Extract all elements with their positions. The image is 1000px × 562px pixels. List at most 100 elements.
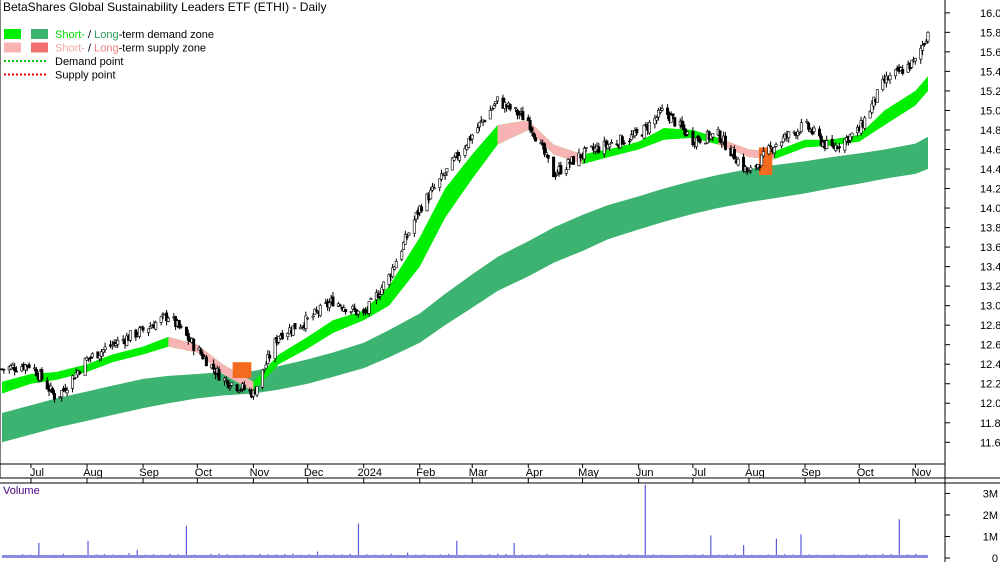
candle-body [331,296,335,307]
candle-body [311,315,315,318]
candle-body [922,43,926,46]
candle-body [192,339,196,351]
candle-body [830,138,834,147]
legend-label-part: -term demand zone [119,29,214,41]
candle-body [414,212,418,220]
candle-body [546,154,550,159]
y-tick-label: 14.8 [980,125,1000,137]
candle-body [526,117,530,121]
y-tick-label: 14.0 [980,203,1000,215]
legend-label-part: / [85,43,94,55]
short-term-supply-zone [497,120,583,165]
candle-body [116,340,120,345]
candle-body [528,119,532,131]
candle-body [622,142,626,145]
candle-body [264,364,268,369]
legend-label-part: Long [94,29,118,41]
candle-body [682,124,686,131]
candle-body [787,131,791,139]
candle-body [694,137,698,148]
y-tick-label: 12.8 [980,320,1000,332]
candle-body [382,281,386,290]
candle-body [367,301,371,314]
candle-body [166,317,170,322]
candle-body [680,120,684,128]
candle-body [711,133,715,138]
candle-body [720,142,724,145]
candle-body [868,110,872,119]
candle-body [304,315,308,329]
candle-body [544,152,548,155]
y-tick-label: 13.4 [980,262,1000,274]
candle-body [2,368,6,371]
candle-body [177,320,181,328]
x-tick-label: Jul [692,467,706,479]
candle-body [723,135,727,150]
candle-body [747,171,751,173]
candle-body [644,124,648,126]
candle-body [72,377,76,380]
candle-body [89,357,93,359]
candle-body [671,113,675,117]
candle-body [313,308,317,315]
candle-body [40,369,44,380]
candle-body [521,111,525,121]
candle-body [228,387,232,389]
long-term-supply-zone [232,362,252,379]
candle-body [362,309,366,314]
candle-body [429,189,433,200]
candle-body [98,355,102,360]
candle-body [742,156,746,171]
candle-body [881,78,885,90]
candle-body [745,167,749,173]
candle-body [96,351,100,359]
candle-body [756,164,760,169]
candle-body [597,146,601,153]
y-tick-label: 13.0 [980,301,1000,313]
candle-body [293,323,297,330]
candle-body [318,304,322,316]
candle-body [767,145,771,155]
candle-body [477,122,481,128]
legend-swatch-short [4,42,21,53]
legend-swatch-long [31,42,48,53]
legend-label-part: Supply point [55,70,116,82]
candle-body [863,117,867,129]
candle-body [691,131,695,146]
candle-body [125,335,129,346]
candle-body [212,363,216,370]
candle-body [65,389,69,394]
candle-body [769,145,773,148]
candle-body [608,143,612,148]
candle-body [875,89,879,103]
candle-body [926,32,930,42]
legend-label: Demand point [55,56,124,68]
x-tick-label: Sep [139,467,159,479]
candle-body [919,48,923,60]
candle-body [353,307,357,310]
candle-body [315,309,319,312]
candle-body [71,375,75,389]
candle-body [260,369,264,388]
candle-body [488,109,492,120]
y-tick-label: 13.8 [980,223,1000,235]
candle-body [445,168,449,173]
candle-body [99,351,103,357]
candle-body [34,368,38,377]
candle-body [78,371,82,374]
candle-body [45,380,49,390]
candle-body [186,333,190,341]
candle-body [60,390,64,398]
volume-baseline [2,555,928,558]
long-term-demand-zone [2,136,928,443]
candle-body [572,156,576,165]
candle-body [774,144,778,147]
candle-body [696,135,700,142]
short-term-supply-zone [168,336,254,392]
candle-body [825,140,829,149]
candle-body [139,325,143,328]
candle-body [843,138,847,151]
candle-body [204,356,208,367]
candle-body [620,136,624,145]
y-tick-label: 11.8 [980,418,1000,430]
